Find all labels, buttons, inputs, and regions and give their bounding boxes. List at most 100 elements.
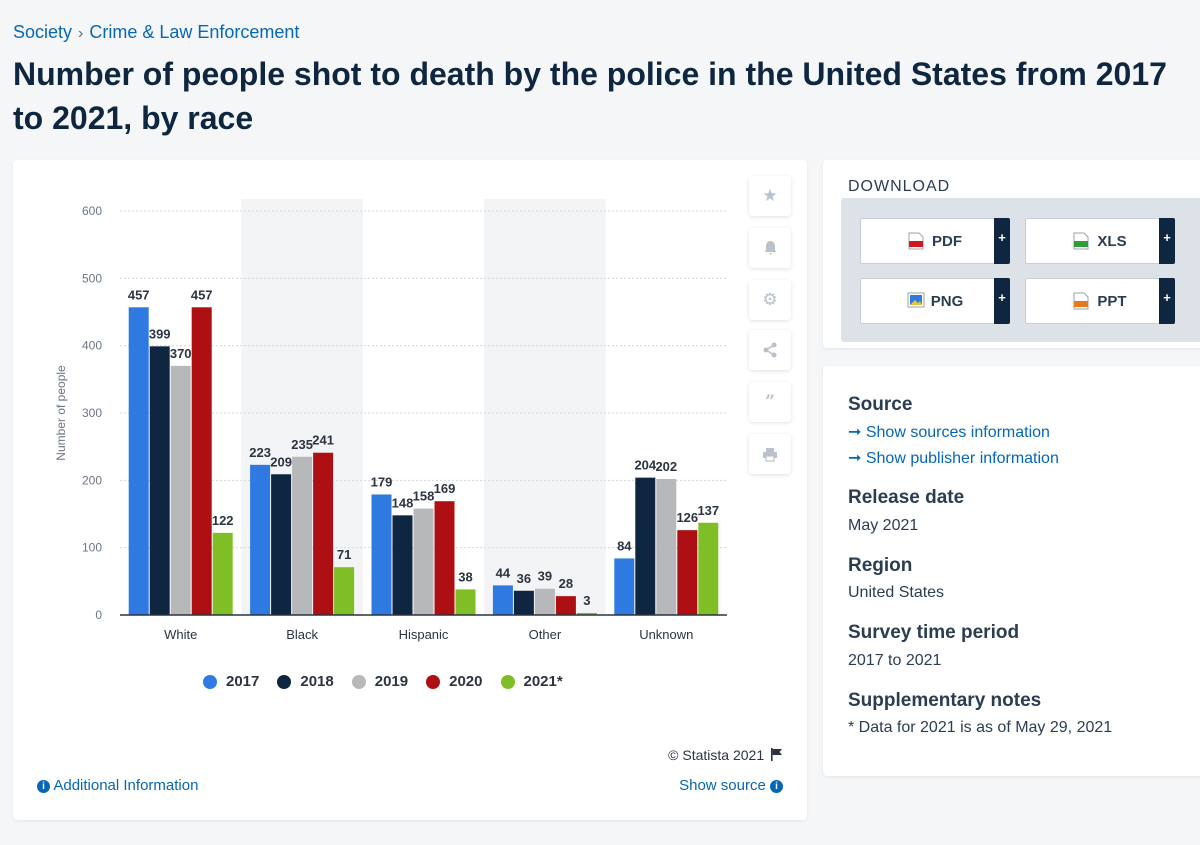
y-tick-label: 300	[82, 406, 102, 420]
arrow-right-icon: ➞	[848, 424, 862, 441]
y-tick-label: 100	[82, 541, 102, 555]
page-title: Number of people shot to death by the po…	[13, 56, 1167, 136]
region-value: United States	[848, 584, 945, 601]
bell-icon[interactable]	[749, 228, 791, 268]
download-ppt-button[interactable]: PPT +	[1025, 278, 1175, 324]
bar	[698, 522, 719, 615]
data-label: 223	[249, 445, 271, 460]
ppt-plus-button[interactable]: +	[1159, 278, 1175, 324]
data-label: 457	[191, 287, 213, 302]
download-xls-button[interactable]: XLS +	[1025, 218, 1175, 264]
data-label: 36	[517, 571, 531, 586]
bar	[313, 452, 334, 615]
survey-period-value: 2017 to 2021	[848, 652, 942, 669]
bar	[656, 478, 677, 615]
bar	[191, 307, 212, 615]
x-tick-label: Unknown	[639, 627, 693, 642]
breadcrumb-parent[interactable]: Society	[13, 22, 73, 42]
data-label: 126	[676, 510, 698, 525]
x-tick-label: Hispanic	[399, 627, 449, 642]
data-label: 169	[434, 481, 456, 496]
xls-file-icon	[1073, 232, 1089, 250]
data-label: 71	[337, 547, 351, 562]
y-tick-label: 500	[82, 271, 102, 285]
download-panel: PDF + XLS + PNG + PPT +	[841, 198, 1200, 342]
pdf-file-icon	[908, 232, 924, 250]
data-label: 39	[538, 569, 552, 584]
copyright-text: © Statista 2021	[668, 747, 765, 763]
bar	[149, 346, 170, 615]
bar	[677, 530, 698, 615]
legend-item[interactable]: 2020	[426, 673, 483, 690]
bar	[392, 515, 413, 615]
legend-label: 2020	[449, 673, 483, 690]
bar	[334, 567, 355, 615]
bar	[635, 477, 656, 615]
additional-information-link[interactable]: i Additional Information	[37, 777, 198, 794]
data-label: 399	[149, 326, 171, 341]
legend-item[interactable]: 2017	[203, 673, 259, 690]
y-axis-label: Number of people	[54, 365, 68, 461]
ppt-file-icon	[1073, 292, 1089, 310]
show-sources-link[interactable]: ➞ Show sources information	[848, 422, 1050, 442]
png-plus-button[interactable]: +	[994, 278, 1010, 324]
y-tick-label: 200	[82, 473, 102, 487]
legend-item[interactable]: 2018	[277, 673, 334, 690]
show-publisher-label: Show publisher information	[865, 450, 1059, 467]
bar	[455, 589, 476, 615]
bar-chart: 0 100 200 300 400 500 600 Number of people 457 39…	[54, 199, 727, 642]
show-source-link[interactable]: Show source i	[679, 777, 783, 794]
release-date-heading: Release date	[848, 487, 965, 508]
supplementary-notes-heading: Supplementary notes	[848, 690, 1042, 711]
x-tick-label: Black	[286, 627, 318, 642]
y-tick-label: 400	[82, 339, 102, 353]
download-card: DOWNLOAD PDF + XLS + PNG + P	[823, 160, 1200, 348]
quote-icon[interactable]: ”	[749, 382, 791, 422]
legend-marker	[277, 674, 292, 689]
bar	[614, 558, 635, 615]
pdf-label: PDF	[932, 232, 962, 250]
breadcrumb-current[interactable]: Crime & Law Enforcement	[89, 22, 300, 42]
bar	[170, 365, 191, 615]
bar	[513, 590, 534, 615]
download-title: DOWNLOAD	[848, 178, 951, 195]
download-png-button[interactable]: PNG +	[860, 278, 1010, 324]
pdf-plus-button[interactable]: +	[994, 218, 1010, 264]
legend-item[interactable]: 2021*	[500, 673, 563, 690]
chart-card: 0 100 200 300 400 500 600 Number of people 457 39…	[13, 160, 807, 820]
legend-label: 2019	[374, 673, 409, 690]
data-label: 84	[617, 538, 632, 553]
share-icon[interactable]	[749, 330, 791, 370]
breadcrumb-separator: ›	[78, 25, 84, 42]
data-label: 28	[559, 576, 573, 591]
x-tick-label: White	[164, 627, 197, 642]
legend-marker	[351, 674, 366, 689]
y-tick-label: 0	[95, 608, 102, 622]
png-file-icon	[907, 292, 925, 310]
region-heading: Region	[848, 555, 913, 576]
data-label: 209	[270, 454, 292, 469]
gear-icon[interactable]: ⚙	[749, 280, 791, 320]
bar	[576, 612, 597, 615]
legend-marker	[203, 674, 217, 689]
show-source-label: Show source	[679, 777, 766, 794]
data-label: 370	[170, 346, 192, 361]
bar	[534, 588, 555, 615]
data-label: 44	[496, 565, 511, 580]
category-band	[484, 199, 606, 615]
png-label: PNG	[930, 292, 964, 310]
legend-marker	[500, 674, 515, 689]
legend-label: 2017	[226, 673, 260, 690]
legend-item[interactable]: 2019	[351, 673, 409, 690]
star-icon[interactable]: ★	[749, 176, 791, 216]
xls-plus-button[interactable]: +	[1159, 218, 1175, 264]
print-icon[interactable]	[749, 434, 791, 474]
download-pdf-button[interactable]: PDF +	[860, 218, 1010, 264]
statistic-details-card: Source ➞ Show sources information ➞ Show…	[823, 366, 1200, 776]
data-label: 202	[655, 459, 677, 474]
bar	[492, 585, 513, 615]
breadcrumb: Society › Crime & Law Enforcement	[13, 22, 299, 43]
show-publisher-link[interactable]: ➞ Show publisher information	[848, 448, 1059, 468]
legend-label: 2018	[300, 673, 334, 690]
data-label: 38	[458, 569, 472, 584]
